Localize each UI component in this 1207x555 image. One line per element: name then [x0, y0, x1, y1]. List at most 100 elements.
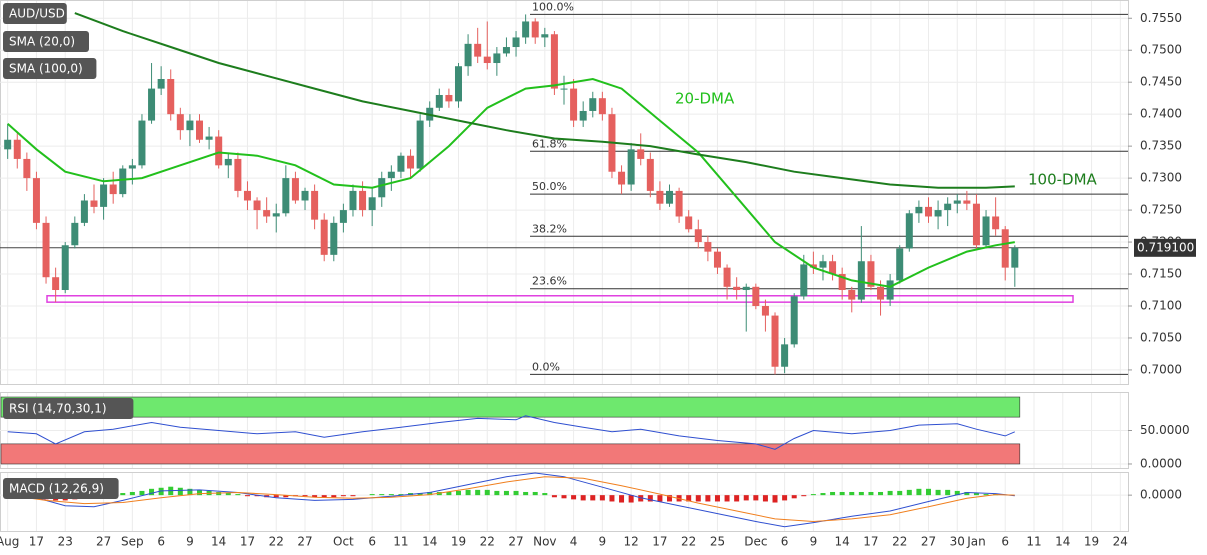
histogram-bar [340, 495, 346, 497]
candle-body [407, 155, 415, 169]
candle-body [675, 190, 683, 217]
candle-body [272, 213, 280, 217]
histogram-bar [244, 495, 250, 497]
histogram-bar [724, 495, 730, 502]
candle-body [934, 210, 942, 217]
histogram-bar [609, 495, 615, 502]
histogram-bar [120, 493, 126, 496]
candle-body [196, 120, 204, 140]
histogram-bar [906, 489, 912, 496]
last-price-badge [1134, 238, 1196, 257]
candle-body [512, 37, 520, 48]
x-tick-label: 17 [863, 535, 878, 549]
candle-body [963, 200, 971, 204]
candle-body [224, 158, 232, 166]
x-tick-label: 9 [599, 535, 607, 549]
candle-body [1001, 229, 1009, 268]
candle-body [311, 190, 319, 220]
candle-body [857, 261, 865, 300]
x-tick-label: 23 [58, 535, 73, 549]
band [0, 443, 1021, 465]
candle-body [71, 222, 79, 246]
price-pane [0, 0, 1129, 385]
candle-body [541, 34, 549, 38]
histogram-bar [791, 495, 797, 499]
histogram-bar [897, 490, 903, 496]
legend-box [3, 58, 97, 79]
histogram-bar [935, 489, 941, 496]
x-tick-label: Aug [0, 535, 19, 549]
candle-body [464, 43, 472, 67]
candle-body [570, 88, 578, 121]
legend-box [3, 3, 67, 24]
candle-body [339, 210, 347, 223]
candle-body [685, 216, 693, 230]
candle-body [972, 203, 980, 246]
candle-body [157, 79, 165, 89]
candle-body [1011, 247, 1019, 268]
y-tick-label: 0.0000 [1140, 456, 1182, 470]
histogram-bar [455, 490, 461, 496]
y-tick-label: 0.7500 [1140, 43, 1182, 57]
histogram-bar [427, 491, 433, 496]
candle-body [109, 184, 117, 195]
histogram-bar [839, 491, 845, 496]
histogram-bar [273, 495, 279, 498]
candle-body [896, 248, 904, 281]
y-tick-label: 0.7050 [1140, 330, 1182, 344]
candle-body [454, 66, 462, 102]
series-line [7, 77, 1015, 288]
x-tick-label: 14 [835, 535, 850, 549]
histogram-bar [849, 491, 855, 496]
candle-body [416, 120, 424, 169]
candle-body [253, 200, 261, 211]
histogram-bar [619, 495, 625, 503]
histogram-bar [762, 495, 768, 502]
y-tick-label: 0.0000 [1140, 488, 1182, 502]
candle-body [742, 286, 750, 291]
histogram-bar [398, 494, 404, 496]
candle-body [32, 178, 40, 223]
histogram-bar [158, 487, 164, 496]
histogram-bar [494, 490, 500, 496]
candle-body [474, 43, 482, 57]
candle-body [666, 190, 674, 204]
histogram-bar [551, 495, 557, 498]
candle-body [589, 98, 597, 111]
candle-body [598, 98, 606, 115]
x-tick-label: 6 [1001, 535, 1009, 549]
fib-label: 23.6% [532, 275, 567, 288]
candle-body [90, 200, 98, 207]
candle-body [522, 21, 530, 38]
x-tick-label: 14 [1055, 535, 1070, 549]
candle-body [23, 158, 31, 179]
histogram-bar [283, 495, 289, 498]
histogram-bar [705, 495, 711, 502]
candle-body [186, 120, 194, 131]
x-tick-label: 27 [96, 535, 111, 549]
histogram-bar [801, 495, 807, 497]
histogram-bar [331, 495, 337, 498]
histogram-bar [830, 491, 836, 496]
y-tick-label: 0.7000 [1140, 362, 1182, 376]
histogram-bar [350, 495, 356, 497]
histogram-bar [734, 495, 740, 502]
histogram-bar [417, 493, 423, 496]
candle-body [723, 267, 731, 287]
candle-body [704, 242, 712, 252]
candle-body [80, 200, 88, 223]
candle-body [867, 261, 875, 287]
x-tick-label: Jan [966, 535, 986, 549]
x-tick-label: 14 [422, 535, 437, 549]
histogram-bar [177, 487, 183, 496]
candle-body [953, 200, 961, 204]
y-tick-label: 0.7400 [1140, 107, 1182, 121]
candle-body [119, 168, 127, 195]
candle-body [771, 315, 779, 367]
histogram-bar [887, 490, 893, 496]
candle-body [349, 190, 357, 211]
histogram-bar [590, 495, 596, 501]
x-tick-label: 11 [393, 535, 408, 549]
histogram-bar [810, 494, 816, 496]
